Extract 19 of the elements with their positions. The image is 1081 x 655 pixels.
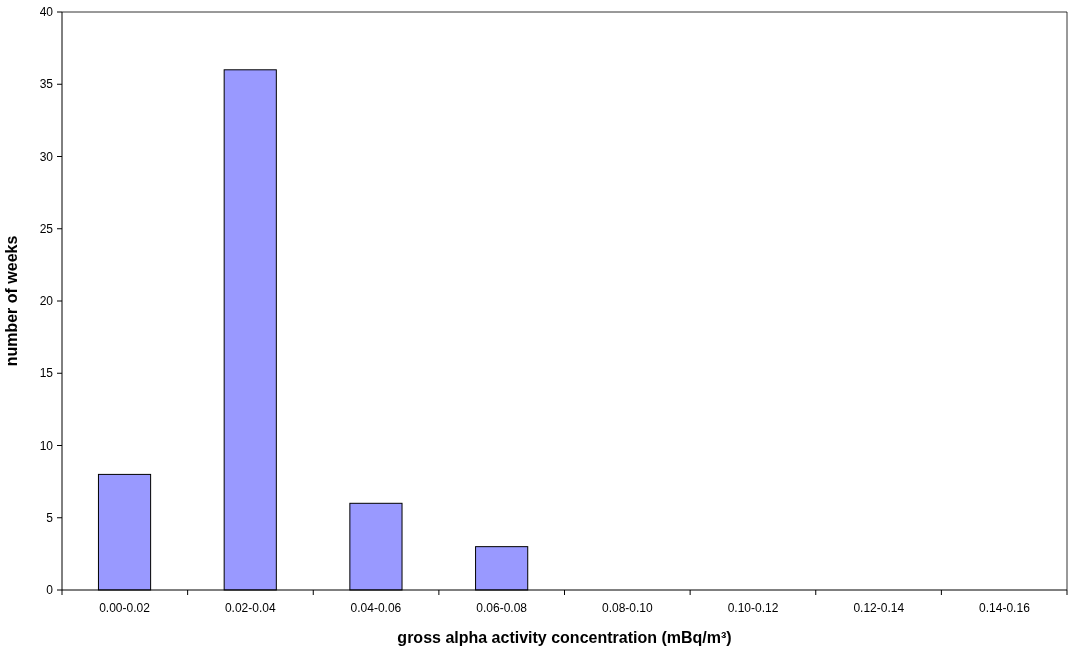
y-tick-label: 15 [39, 366, 54, 381]
y-tick-label: 30 [39, 149, 54, 164]
x-tick-label: 0.10-0.12 [727, 601, 779, 615]
x-tick-label: 0.02-0.04 [224, 601, 276, 615]
x-tick-label: 0.04-0.06 [350, 601, 402, 615]
y-tick-label: 25 [39, 221, 54, 236]
x-tick-label: 0.00-0.02 [99, 601, 151, 615]
x-tick-label: 0.12-0.14 [853, 601, 905, 615]
x-tick-label: 0.08-0.10 [601, 601, 654, 615]
y-tick-label: 35 [39, 77, 54, 92]
y-axis-title: number of weeks [3, 235, 20, 367]
y-tick-label: 5 [46, 510, 54, 525]
y-tick-label: 10 [39, 438, 54, 453]
y-tick-label: 40 [39, 5, 54, 20]
x-axis-title: gross alpha activity concentration (mBq/m³) [397, 629, 732, 646]
x-tick-label: 0.14-0.16 [979, 601, 1031, 615]
y-tick-label: 0 [46, 583, 54, 598]
y-tick-label: 20 [39, 294, 54, 309]
x-tick-label: 0.06-0.08 [476, 601, 528, 615]
